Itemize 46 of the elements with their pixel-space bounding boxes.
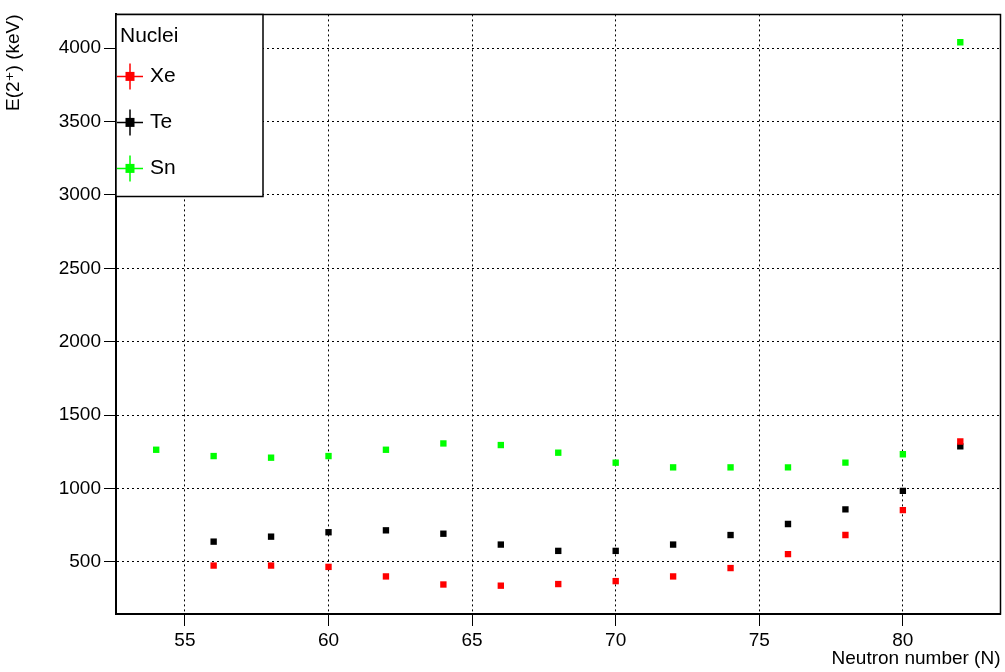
point xyxy=(210,562,217,569)
point xyxy=(325,563,332,571)
point xyxy=(267,454,275,461)
point xyxy=(727,564,734,572)
legend-label: Xe xyxy=(150,63,176,87)
legend-label: Te xyxy=(150,109,173,133)
point xyxy=(842,531,849,539)
point xyxy=(957,438,964,445)
point xyxy=(727,464,734,471)
point xyxy=(267,562,275,569)
point xyxy=(842,506,849,513)
point xyxy=(267,533,275,540)
point xyxy=(210,538,217,545)
point xyxy=(382,527,390,534)
y-axis-title: E(2⁺) (keV) xyxy=(1,14,23,112)
point xyxy=(382,573,390,580)
point xyxy=(842,459,849,466)
legend-label: Sn xyxy=(150,155,176,179)
y-tick-label: 2000 xyxy=(58,329,101,351)
y-tick-label: 4000 xyxy=(58,36,101,58)
point xyxy=(612,459,619,466)
point xyxy=(784,464,792,471)
point xyxy=(727,531,734,539)
point xyxy=(440,440,447,447)
point xyxy=(497,541,504,548)
point xyxy=(669,541,677,548)
legend-title: Nuclei xyxy=(120,23,179,47)
point xyxy=(497,582,504,589)
y-tick-label: 500 xyxy=(69,550,101,572)
point xyxy=(210,452,217,460)
y-tick-label: 1500 xyxy=(58,403,101,425)
point xyxy=(325,529,332,536)
x-tick-label: 75 xyxy=(748,628,770,650)
point xyxy=(325,452,332,460)
y-tick-label: 1000 xyxy=(58,476,101,498)
point xyxy=(440,581,447,588)
x-tick-label: 65 xyxy=(461,628,483,650)
point xyxy=(669,573,677,580)
point xyxy=(669,464,677,471)
y-tick-label: 3000 xyxy=(58,183,101,205)
x-tick-label: 60 xyxy=(317,628,340,650)
point xyxy=(440,530,447,537)
x-tick-label: 55 xyxy=(174,628,196,650)
y-tick-label: 2500 xyxy=(58,256,101,278)
y-tick-label: 3500 xyxy=(58,109,101,131)
x-tick-label: 70 xyxy=(605,628,627,650)
